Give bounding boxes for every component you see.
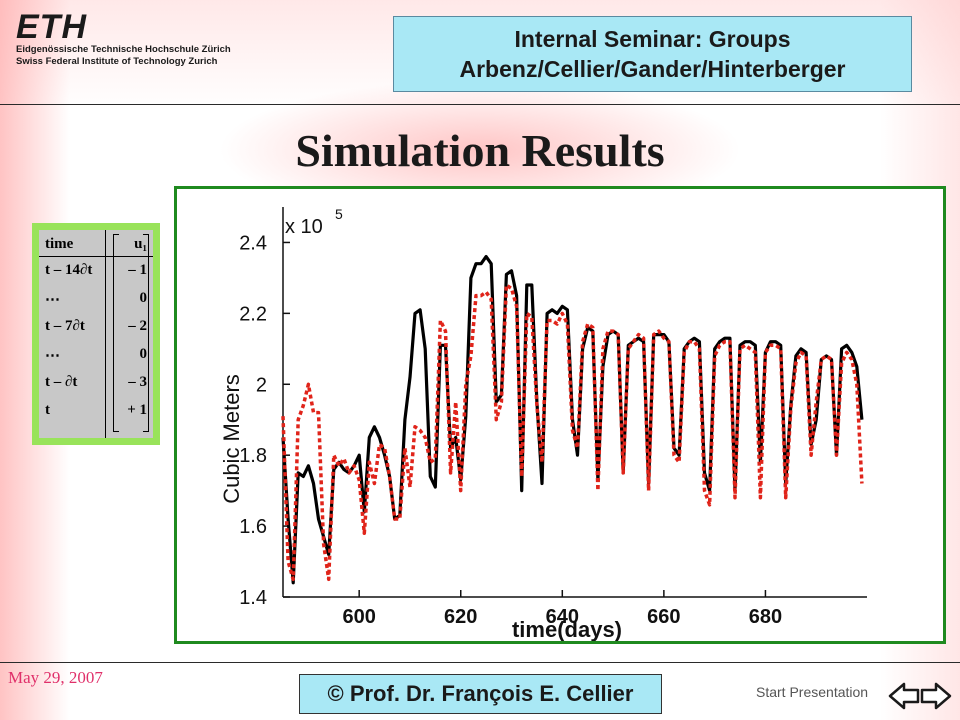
- table-row: t – ∂t – 3: [39, 374, 153, 398]
- x-tick-label: 620: [444, 606, 477, 628]
- chart-series-group: [281, 255, 864, 585]
- nav-back-icon[interactable]: [888, 682, 920, 710]
- chart-labels: x 10 5 Cubic Meters time(days): [219, 206, 622, 642]
- matrix-bracket-right: [143, 234, 149, 432]
- table-row: t + 1: [39, 402, 153, 426]
- seminar-title-line2: Arbenz/Cellier/Gander/Hinterberger: [459, 56, 846, 82]
- simulation-chart: 1.4 1.6 1.8 2 2.2 2.4 600 620 640 660 680 x 10 5 C…: [219, 206, 867, 642]
- y-tick-label: 1.8: [239, 445, 267, 467]
- matrix-bracket-left: [113, 234, 119, 432]
- chart-frame: 1.4 1.6 1.8 2 2.2 2.4 600 620 640 660 680 x 10 5 C…: [174, 186, 946, 644]
- table-cell-u: 0: [139, 290, 148, 306]
- table-cell-u: – 1: [128, 262, 147, 278]
- nav-arrows: [888, 682, 952, 710]
- nav-forward-icon[interactable]: [920, 682, 952, 710]
- x-tick-label: 600: [342, 606, 375, 628]
- slide-title: Simulation Results: [295, 125, 665, 176]
- x-axis-label: time(days): [512, 617, 622, 641]
- table-row: ⋯ 0: [39, 290, 153, 314]
- y-multiplier-label: x 10: [285, 216, 323, 238]
- y-tick-label: 2: [256, 374, 267, 396]
- x-tick-label: 680: [749, 606, 782, 628]
- input-sequence-table: time u₁ t – 14∂t – 1 ⋯ 0 t – 7∂t – 2 ⋯ 0…: [32, 223, 160, 445]
- table-cell-time: t – 7∂t: [45, 318, 85, 334]
- table-cell-time: ⋯: [45, 348, 60, 364]
- x-tick-label: 660: [647, 606, 680, 628]
- table-cell-time: ⋯: [45, 292, 60, 308]
- input-table-body: time u₁ t – 14∂t – 1 ⋯ 0 t – 7∂t – 2 ⋯ 0…: [39, 230, 153, 438]
- table-cell-u: 0: [139, 346, 148, 362]
- series-line-2: [281, 283, 864, 582]
- eth-logo-mark: ETH: [16, 8, 87, 46]
- table-cell-time: t – ∂t: [45, 374, 78, 390]
- table-cell-u: – 3: [128, 374, 147, 390]
- table-row: t – 7∂t – 2: [39, 318, 153, 342]
- author-box: © Prof. Dr. François E. Cellier: [299, 674, 662, 714]
- table-cell-time: t – 14∂t: [45, 262, 93, 278]
- start-presentation-link[interactable]: Start Presentation: [756, 684, 869, 700]
- eth-logo-line-english: Swiss Federal Institute of Technology Zu…: [16, 56, 218, 67]
- table-row: ⋯ 0: [39, 346, 153, 370]
- seminar-header-box: Internal Seminar: Groups Arbenz/Cellier/…: [393, 16, 912, 92]
- header-divider: [0, 104, 960, 105]
- footer-divider: [0, 662, 960, 663]
- table-row: t – 14∂t – 1: [39, 262, 153, 286]
- y-tick-label: 1.4: [239, 587, 267, 609]
- y-multiplier-exponent: 5: [335, 206, 343, 222]
- y-tick-label: 2.4: [239, 232, 267, 254]
- chart-axes: 1.4 1.6 1.8 2 2.2 2.4 600 620 640 660 680: [239, 207, 867, 628]
- seminar-title-line1: Internal Seminar: Groups: [514, 26, 791, 52]
- y-tick-label: 2.2: [239, 303, 267, 325]
- y-axis-label: Cubic Meters: [219, 374, 244, 504]
- table-header-time: time: [45, 236, 74, 252]
- eth-logo-line-german: Eidgenössische Technische Hochschule Zür…: [16, 44, 231, 55]
- table-header-u1: u₁: [134, 236, 147, 252]
- table-column-divider: [105, 230, 106, 438]
- footer-date: May 29, 2007: [8, 668, 103, 687]
- eth-logo: ETH Eidgenössische Technische Hochschule…: [16, 10, 246, 80]
- x-tick-label: 640: [546, 606, 579, 628]
- table-cell-u: – 2: [128, 318, 147, 334]
- y-tick-label: 1.6: [239, 516, 267, 538]
- table-header-rule: [39, 256, 153, 257]
- table-header-row: time u₁: [39, 236, 153, 260]
- table-cell-u: + 1: [127, 402, 147, 418]
- series-line-1: [281, 255, 864, 585]
- table-cell-time: t: [45, 402, 50, 418]
